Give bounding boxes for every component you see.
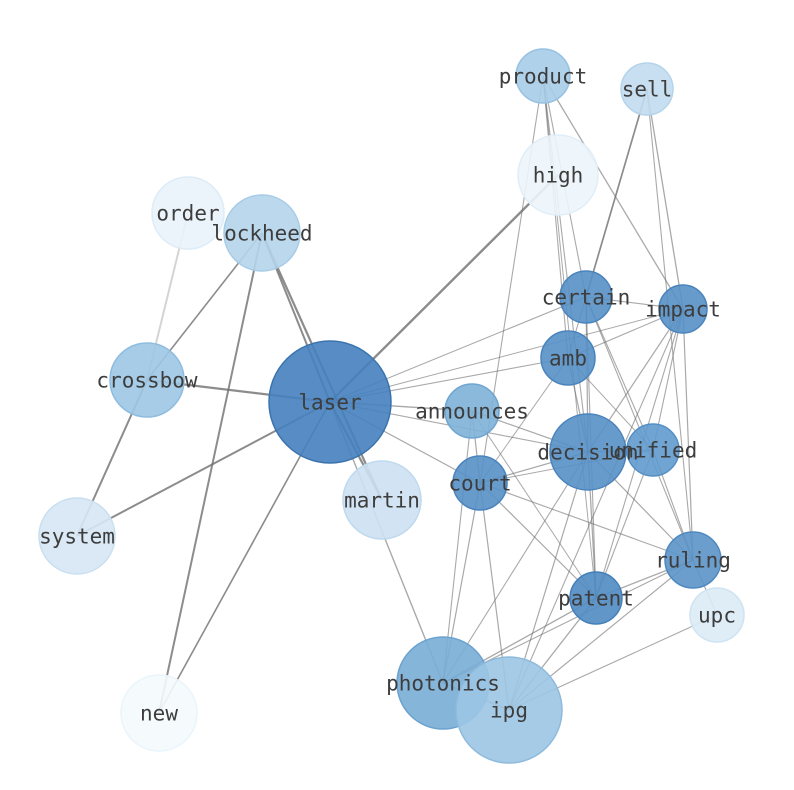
node-label-patent: patent bbox=[558, 586, 634, 610]
node-high bbox=[517, 134, 599, 216]
node-certain bbox=[559, 270, 613, 324]
node-label-photonics: photonics bbox=[386, 671, 500, 695]
edge-product-impact bbox=[542, 75, 684, 310]
node-new bbox=[120, 674, 198, 752]
node-court bbox=[452, 455, 508, 511]
node-product bbox=[515, 48, 571, 104]
node-label-court: court bbox=[448, 471, 511, 495]
edge-announces-patent bbox=[471, 410, 597, 599]
edge-lockheed-new bbox=[158, 232, 263, 714]
node-impact bbox=[658, 284, 708, 334]
node-label-crossbow: crossbow bbox=[96, 368, 198, 392]
edge-impact-ipg bbox=[508, 308, 684, 711]
node-label-upc: upc bbox=[698, 603, 736, 627]
node-upc bbox=[689, 587, 745, 643]
edge-product-amb bbox=[542, 75, 569, 359]
node-ipg bbox=[455, 656, 563, 764]
node-label-decision: decision bbox=[537, 440, 638, 464]
node-label-lockheed: lockheed bbox=[211, 221, 312, 245]
node-laser bbox=[268, 340, 392, 464]
node-system bbox=[38, 497, 116, 575]
node-martin bbox=[342, 460, 422, 540]
node-label-unified: unified bbox=[609, 438, 698, 462]
node-label-martin: martin bbox=[344, 488, 420, 512]
node-label-order: order bbox=[156, 201, 219, 225]
node-label-sell: sell bbox=[622, 77, 673, 101]
node-decision bbox=[549, 413, 627, 491]
node-label-ruling: ruling bbox=[655, 548, 731, 572]
edge-court-ruling bbox=[479, 482, 694, 561]
edge-impact-ruling bbox=[682, 308, 694, 561]
node-label-system: system bbox=[39, 524, 115, 548]
node-ruling bbox=[664, 531, 722, 589]
node-sell bbox=[620, 62, 674, 116]
edge-product-decision bbox=[542, 75, 589, 453]
node-label-product: product bbox=[499, 64, 588, 88]
node-label-ipg: ipg bbox=[490, 698, 528, 722]
node-crossbow bbox=[109, 342, 185, 418]
node-amb bbox=[540, 330, 596, 386]
node-label-amb: amb bbox=[549, 346, 587, 370]
node-label-impact: impact bbox=[645, 297, 721, 321]
node-label-high: high bbox=[533, 163, 584, 187]
node-label-new: new bbox=[140, 701, 178, 725]
node-unified bbox=[626, 423, 680, 477]
nodes-layer bbox=[38, 48, 745, 764]
node-lockheed bbox=[223, 194, 301, 272]
edge-sell-impact bbox=[646, 88, 684, 310]
node-label-announces: announces bbox=[415, 399, 529, 423]
node-patent bbox=[569, 571, 623, 625]
node-label-certain: certain bbox=[542, 285, 631, 309]
node-order bbox=[151, 176, 225, 250]
edge-sell-certain bbox=[585, 88, 648, 298]
node-label-laser: laser bbox=[298, 390, 361, 414]
edge-certain-unified bbox=[585, 296, 654, 451]
node-announces bbox=[444, 383, 500, 439]
